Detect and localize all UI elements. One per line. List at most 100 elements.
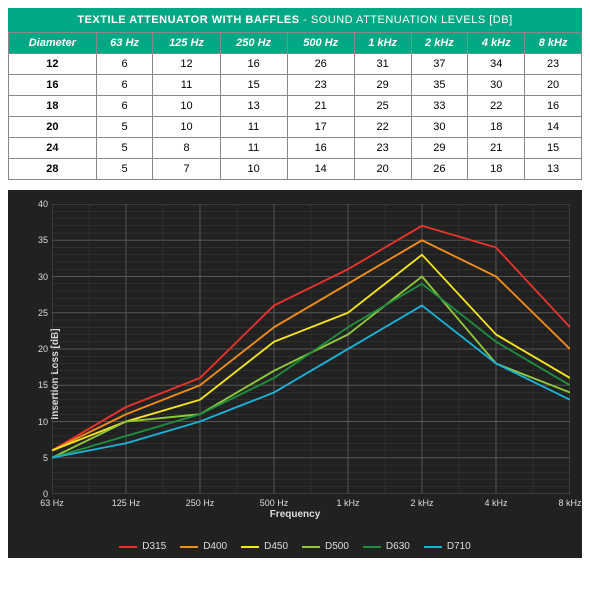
value-cell: 23: [525, 54, 582, 75]
value-cell: 13: [220, 96, 287, 117]
col-header: 1 kHz: [354, 33, 411, 54]
table-row: 16611152329353020: [9, 75, 582, 96]
value-cell: 11: [220, 138, 287, 159]
legend-item: D450: [241, 541, 288, 552]
col-header: 125 Hz: [153, 33, 220, 54]
diameter-cell: 20: [9, 117, 97, 138]
legend-item: D400: [180, 541, 227, 552]
value-cell: 6: [96, 75, 153, 96]
legend-label: D630: [386, 541, 410, 552]
value-cell: 29: [411, 138, 468, 159]
value-cell: 14: [287, 159, 354, 180]
value-cell: 5: [96, 159, 153, 180]
value-cell: 26: [287, 54, 354, 75]
legend-label: D315: [142, 541, 166, 552]
legend-label: D500: [325, 541, 349, 552]
value-cell: 21: [468, 138, 525, 159]
value-cell: 18: [468, 117, 525, 138]
col-header: 250 Hz: [220, 33, 287, 54]
legend-label: D400: [203, 541, 227, 552]
table-row: 2857101420261813: [9, 159, 582, 180]
legend-swatch: [241, 546, 259, 548]
value-cell: 5: [96, 138, 153, 159]
col-header: 4 kHz: [468, 33, 525, 54]
table-row: 20510111722301814: [9, 117, 582, 138]
legend-swatch: [119, 546, 137, 548]
x-tick: 4 kHz: [484, 494, 507, 508]
value-cell: 17: [287, 117, 354, 138]
diameter-cell: 16: [9, 75, 97, 96]
value-cell: 6: [96, 54, 153, 75]
value-cell: 20: [354, 159, 411, 180]
legend-swatch: [180, 546, 198, 548]
diameter-cell: 12: [9, 54, 97, 75]
legend-label: D450: [264, 541, 288, 552]
value-cell: 23: [287, 75, 354, 96]
x-tick: 125 Hz: [112, 494, 141, 508]
value-cell: 11: [153, 75, 220, 96]
value-cell: 26: [411, 159, 468, 180]
diameter-cell: 28: [9, 159, 97, 180]
value-cell: 16: [220, 54, 287, 75]
legend-item: D710: [424, 541, 471, 552]
value-cell: 25: [354, 96, 411, 117]
chart-plot: 051015202530354063 Hz125 Hz250 Hz500 Hz1…: [52, 204, 570, 494]
col-header: 63 Hz: [96, 33, 153, 54]
x-tick: 2 kHz: [410, 494, 433, 508]
value-cell: 22: [468, 96, 525, 117]
x-tick: 8 kHz: [558, 494, 581, 508]
value-cell: 8: [153, 138, 220, 159]
y-tick: 5: [43, 453, 52, 463]
value-cell: 6: [96, 96, 153, 117]
title-bar: TEXTILE ATTENUATOR WITH BAFFLES - SOUND …: [8, 8, 582, 32]
value-cell: 10: [220, 159, 287, 180]
y-tick: 10: [38, 417, 52, 427]
value-cell: 34: [468, 54, 525, 75]
table-row: 12612162631373423: [9, 54, 582, 75]
y-tick: 30: [38, 272, 52, 282]
x-tick: 1 kHz: [336, 494, 359, 508]
diameter-cell: 24: [9, 138, 97, 159]
value-cell: 15: [220, 75, 287, 96]
table-row: 2458111623292115: [9, 138, 582, 159]
x-tick: 500 Hz: [260, 494, 289, 508]
value-cell: 20: [525, 75, 582, 96]
x-axis-label: Frequency: [8, 509, 582, 520]
title-sub: - SOUND ATTENUATION LEVELS [DB]: [300, 14, 513, 26]
value-cell: 18: [468, 159, 525, 180]
y-tick: 20: [38, 344, 52, 354]
legend-item: D315: [119, 541, 166, 552]
y-tick: 40: [38, 199, 52, 209]
value-cell: 21: [287, 96, 354, 117]
value-cell: 30: [411, 117, 468, 138]
title-main: TEXTILE ATTENUATOR WITH BAFFLES: [77, 14, 299, 26]
value-cell: 30: [468, 75, 525, 96]
value-cell: 35: [411, 75, 468, 96]
col-header: 2 kHz: [411, 33, 468, 54]
col-header: Diameter: [9, 33, 97, 54]
diameter-cell: 18: [9, 96, 97, 117]
value-cell: 16: [287, 138, 354, 159]
value-cell: 29: [354, 75, 411, 96]
table-row: 18610132125332216: [9, 96, 582, 117]
value-cell: 15: [525, 138, 582, 159]
attenuation-table: Diameter63 Hz125 Hz250 Hz500 Hz1 kHz2 kH…: [8, 32, 582, 180]
legend-swatch: [302, 546, 320, 548]
value-cell: 13: [525, 159, 582, 180]
col-header: 8 kHz: [525, 33, 582, 54]
x-tick: 63 Hz: [40, 494, 64, 508]
value-cell: 7: [153, 159, 220, 180]
value-cell: 11: [220, 117, 287, 138]
value-cell: 14: [525, 117, 582, 138]
value-cell: 22: [354, 117, 411, 138]
col-header: 500 Hz: [287, 33, 354, 54]
chart-area: Insertion Loss [dB] 051015202530354063 H…: [8, 190, 582, 558]
value-cell: 5: [96, 117, 153, 138]
value-cell: 33: [411, 96, 468, 117]
x-tick: 250 Hz: [186, 494, 215, 508]
value-cell: 16: [525, 96, 582, 117]
value-cell: 10: [153, 117, 220, 138]
legend-item: D630: [363, 541, 410, 552]
legend-label: D710: [447, 541, 471, 552]
value-cell: 23: [354, 138, 411, 159]
